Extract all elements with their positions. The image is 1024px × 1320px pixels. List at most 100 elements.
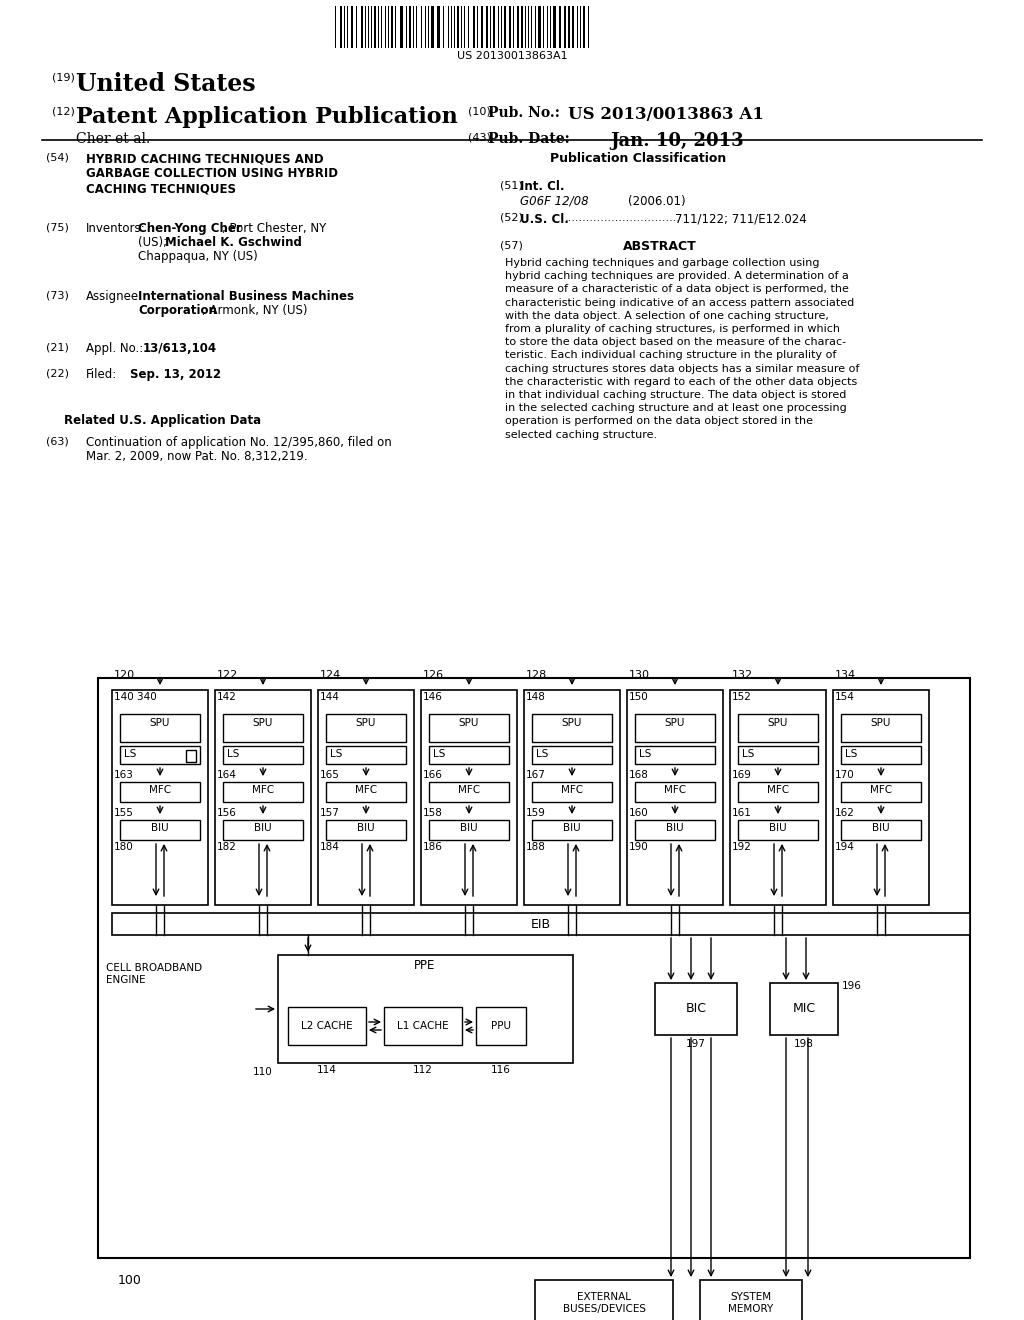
Text: BIU: BIU [872, 822, 890, 833]
Text: SPU: SPU [768, 718, 788, 729]
Bar [635, 820, 715, 840]
Text: 194: 194 [835, 842, 855, 851]
Bar [351, 7, 353, 48]
Bar [517, 7, 519, 48]
Bar [738, 714, 818, 742]
Text: 196: 196 [842, 981, 862, 991]
Text: BIU: BIU [460, 822, 478, 833]
Bar [318, 690, 414, 906]
Text: MFC: MFC [148, 785, 171, 795]
Bar [553, 7, 556, 48]
Text: 148: 148 [526, 692, 546, 702]
Text: , Armonk, NY (US): , Armonk, NY (US) [202, 304, 307, 317]
Bar [421, 690, 517, 906]
Text: 160: 160 [629, 808, 649, 818]
Text: ABSTRACT: ABSTRACT [624, 240, 697, 253]
Text: LS: LS [536, 748, 549, 759]
Bar [437, 7, 440, 48]
Text: BIU: BIU [152, 822, 169, 833]
Text: 165: 165 [319, 770, 340, 780]
Text: 184: 184 [319, 842, 340, 851]
Bar [841, 746, 921, 764]
Text: 110: 110 [253, 1067, 273, 1077]
Text: Filed:: Filed: [86, 368, 118, 381]
Text: 132: 132 [732, 671, 753, 680]
Bar [532, 781, 612, 803]
Bar [481, 7, 483, 48]
Text: 186: 186 [423, 842, 442, 851]
Bar [431, 7, 434, 48]
Text: 197: 197 [686, 1039, 706, 1049]
Bar [486, 7, 488, 48]
Bar [564, 7, 566, 48]
Text: Inventors:: Inventors: [86, 222, 145, 235]
Text: measure of a characteristic of a data object is performed, the: measure of a characteristic of a data ob… [505, 284, 849, 294]
Bar [112, 913, 970, 935]
Text: HYBRID CACHING TECHNIQUES AND
GARBAGE COLLECTION USING HYBRID
CACHING TECHNIQUES: HYBRID CACHING TECHNIQUES AND GARBAGE CO… [86, 152, 338, 195]
Text: , Port Chester, NY: , Port Chester, NY [222, 222, 327, 235]
Bar [186, 750, 196, 762]
Text: Publication Classification: Publication Classification [550, 152, 726, 165]
Text: EIB: EIB [530, 919, 551, 932]
Text: MFC: MFC [870, 785, 892, 795]
Text: MFC: MFC [355, 785, 377, 795]
Text: 122: 122 [217, 671, 239, 680]
Text: (52): (52) [500, 213, 523, 223]
Text: Int. Cl.: Int. Cl. [520, 180, 564, 193]
Text: LS: LS [227, 748, 240, 759]
Text: ................................: ................................ [565, 213, 681, 223]
Bar [429, 820, 509, 840]
Text: 126: 126 [423, 671, 444, 680]
Text: CELL BROADBAND
ENGINE: CELL BROADBAND ENGINE [106, 964, 202, 985]
Text: 190: 190 [629, 842, 649, 851]
Text: (51): (51) [500, 180, 522, 190]
Text: LS: LS [433, 748, 445, 759]
Bar [568, 7, 570, 48]
Text: 13/613,104: 13/613,104 [143, 342, 217, 355]
Bar [120, 746, 200, 764]
Bar [583, 7, 585, 48]
Text: to store the data object based on the measure of the charac-: to store the data object based on the me… [505, 337, 846, 347]
Text: MIC: MIC [793, 1002, 815, 1015]
Text: (2006.01): (2006.01) [628, 195, 686, 209]
Text: BIC: BIC [685, 1002, 707, 1015]
Text: Jan. 10, 2013: Jan. 10, 2013 [610, 132, 743, 150]
Text: 188: 188 [526, 842, 546, 851]
Text: SPU: SPU [355, 718, 376, 729]
Bar [429, 781, 509, 803]
Text: teristic. Each individual caching structure in the plurality of: teristic. Each individual caching struct… [505, 350, 837, 360]
Text: 711/122; 711/E12.024: 711/122; 711/E12.024 [675, 213, 807, 226]
Bar [504, 7, 506, 48]
Bar [833, 690, 929, 906]
Text: BIU: BIU [667, 822, 684, 833]
Text: BIU: BIU [563, 822, 581, 833]
Text: 124: 124 [319, 671, 341, 680]
Text: SPU: SPU [665, 718, 685, 729]
Text: 120: 120 [114, 671, 135, 680]
Text: hybrid caching techniques are provided. A determination of a: hybrid caching techniques are provided. … [505, 271, 849, 281]
Text: LS: LS [639, 748, 651, 759]
Bar [635, 746, 715, 764]
Bar [572, 7, 574, 48]
Bar [98, 678, 970, 1258]
Text: SPU: SPU [870, 718, 891, 729]
Text: MFC: MFC [252, 785, 274, 795]
Text: 161: 161 [732, 808, 752, 818]
Text: SPU: SPU [562, 718, 583, 729]
Text: from a plurality of caching structures, is performed in which: from a plurality of caching structures, … [505, 323, 840, 334]
Text: 198: 198 [794, 1039, 814, 1049]
Text: selected caching structure.: selected caching structure. [505, 429, 657, 440]
Bar [326, 781, 406, 803]
Text: the characteristic with regard to each of the other data objects: the characteristic with regard to each o… [505, 376, 857, 387]
Text: Pub. No.:: Pub. No.: [488, 106, 560, 120]
Bar [473, 7, 475, 48]
Text: US 2013/0013863 A1: US 2013/0013863 A1 [568, 106, 764, 123]
Bar [738, 746, 818, 764]
Bar [538, 7, 541, 48]
Text: 159: 159 [526, 808, 546, 818]
Text: (21): (21) [46, 342, 69, 352]
Text: (57): (57) [500, 240, 523, 249]
Text: (US);: (US); [138, 236, 171, 249]
Text: 152: 152 [732, 692, 752, 702]
Text: Mar. 2, 2009, now Pat. No. 8,312,219.: Mar. 2, 2009, now Pat. No. 8,312,219. [86, 450, 307, 463]
